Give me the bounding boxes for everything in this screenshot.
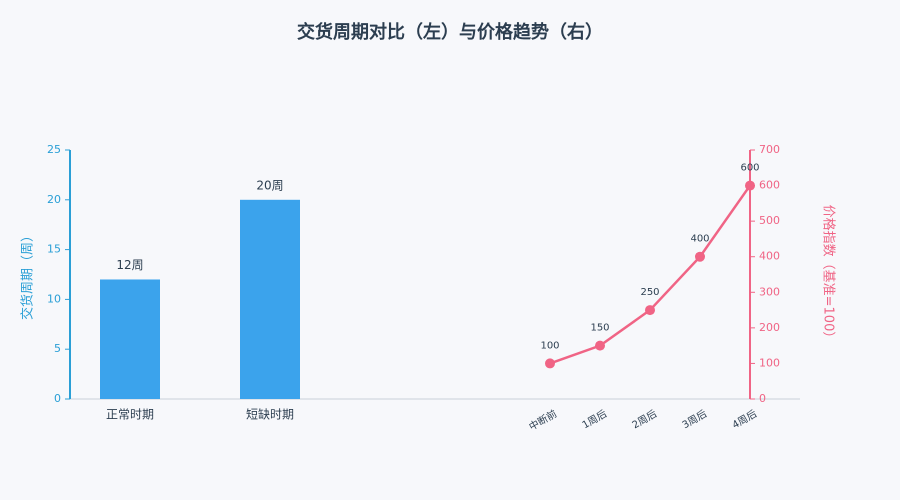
y-tick-label: 20 xyxy=(47,193,61,206)
y-axis-label: 交货周期（周） xyxy=(20,229,36,320)
value-label: 250 xyxy=(640,287,659,298)
point xyxy=(645,305,655,316)
chart-title: 交货周期对比（左）与价格趋势（右） xyxy=(297,21,603,43)
y-tick-label: 5 xyxy=(54,342,61,355)
y-axis-label: 价格指数（基准=100） xyxy=(821,205,837,345)
x-tick-label: 短缺时期 xyxy=(246,407,294,422)
y-tick-label: 600 xyxy=(759,179,780,192)
y-tick-label: 400 xyxy=(759,250,780,263)
bar xyxy=(100,279,160,399)
point xyxy=(695,251,705,262)
y-tick-label: 500 xyxy=(759,214,780,227)
value-label: 150 xyxy=(590,323,609,334)
value-label: 400 xyxy=(690,234,709,245)
y-tick-label: 0 xyxy=(54,392,61,405)
y-tick-label: 200 xyxy=(759,321,780,334)
y-tick-label: 10 xyxy=(47,292,61,305)
y-tick-label: 700 xyxy=(759,143,780,156)
y-tick-label: 0 xyxy=(759,392,766,405)
bar xyxy=(240,199,300,399)
y-tick-label: 25 xyxy=(47,143,61,156)
value-label: 600 xyxy=(740,163,759,174)
value-label: 20周 xyxy=(256,178,283,192)
y-tick-label: 15 xyxy=(47,243,61,256)
y-tick-label: 100 xyxy=(759,356,780,369)
point xyxy=(545,358,555,369)
value-label: 12周 xyxy=(116,258,143,272)
y-tick-label: 300 xyxy=(759,285,780,298)
point xyxy=(595,340,605,351)
x-tick-label: 正常时期 xyxy=(106,408,154,422)
point xyxy=(745,180,755,191)
value-label: 100 xyxy=(540,340,559,351)
